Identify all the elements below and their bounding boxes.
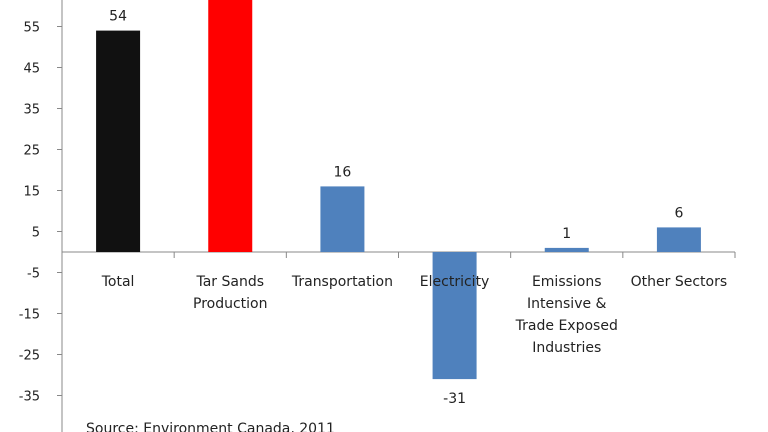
data-label: 6 — [674, 205, 683, 221]
y-tick-label: 15 — [23, 185, 40, 200]
data-label: 54 — [109, 9, 127, 25]
bar — [544, 247, 589, 252]
category-label: Electricity — [420, 274, 490, 290]
bar — [320, 186, 365, 252]
y-tick-label: 5 — [32, 226, 40, 241]
category-label: Total — [101, 274, 135, 290]
bar — [208, 0, 253, 252]
y-tick-label: -25 — [19, 349, 40, 364]
category-label: Other Sectors — [631, 274, 728, 290]
data-label: 1 — [562, 226, 571, 242]
bar — [656, 227, 701, 252]
y-tick-label: -5 — [27, 267, 40, 282]
y-tick-label: -35 — [19, 390, 40, 405]
y-tick-label: 25 — [23, 144, 40, 159]
axes: 55 45 35 25 15 5 -5 -15 -25 -35 — [19, 0, 736, 432]
y-tick-label: 35 — [23, 103, 40, 118]
category-label: Emissions Intensive & Trade Exposed Industr… — [515, 274, 618, 356]
data-label: -31 — [443, 391, 466, 407]
y-tick-label: -15 — [19, 308, 40, 323]
source-note: Source: Environment Canada, 2011 — [86, 421, 335, 432]
bar — [96, 30, 141, 252]
data-label: 16 — [334, 164, 352, 180]
y-tick-label: 55 — [23, 21, 40, 36]
category-label: Transportation — [291, 274, 393, 290]
bar — [432, 252, 477, 380]
bars — [96, 0, 701, 380]
category-label: Tar Sands Production — [193, 274, 267, 312]
y-tick-label: 45 — [23, 62, 40, 77]
